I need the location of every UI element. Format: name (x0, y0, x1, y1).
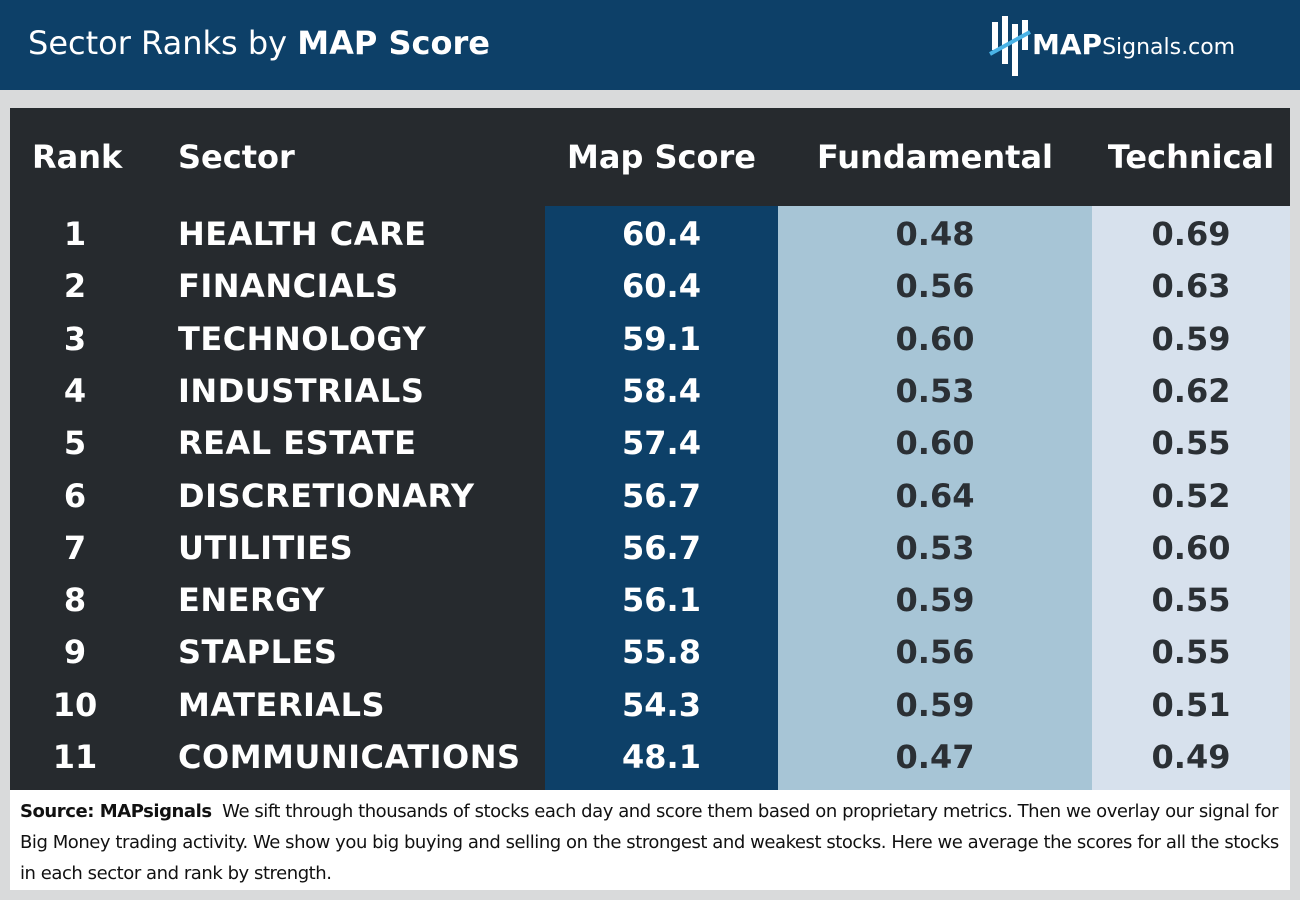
map-score-cell: 60.4 (622, 267, 701, 306)
fundamental-cell: 0.48 (895, 215, 975, 253)
fundamental-cell: 0.53 (895, 371, 975, 410)
technical-cell: 0.55 (1151, 424, 1231, 463)
header-fundamental: Fundamental (816, 138, 1053, 176)
technical-cell: 0.55 (1151, 581, 1231, 620)
technical-cell: 0.69 (1151, 215, 1231, 253)
source-description: We sift through thousands of stocks each… (20, 801, 1279, 884)
table-row: 11 COMMUNICATIONS 48.1 0.47 0.49 (10, 731, 1290, 783)
page-title: Sector Ranks by MAP Score (28, 24, 490, 62)
technical-cell: 0.59 (1151, 319, 1231, 358)
sector-cell: HEALTH CARE (178, 215, 427, 253)
separator-band (0, 90, 1300, 108)
mapsignals-logo-icon (989, 16, 1031, 76)
map-score-cell: 56.1 (622, 581, 701, 620)
rank-cell: 6 (63, 476, 87, 515)
fundamental-cell: 0.60 (895, 319, 975, 358)
map-score-cell: 55.8 (622, 633, 701, 672)
rank-cell: 8 (63, 581, 87, 620)
map-score-cell: 57.4 (622, 424, 701, 463)
fundamental-cell: 0.64 (895, 476, 975, 515)
sector-cell: FINANCIALS (178, 267, 399, 306)
map-score-cell: 60.4 (622, 215, 701, 253)
table-row: 6 DISCRETIONARY 56.7 0.64 0.52 (10, 470, 1290, 522)
sector-cell: REAL ESTATE (178, 424, 417, 463)
technical-cell: 0.51 (1151, 685, 1231, 724)
fundamental-column-bg (778, 206, 1092, 790)
map-score-cell: 48.1 (622, 738, 701, 776)
table-row: 5 REAL ESTATE 57.4 0.60 0.55 (10, 417, 1290, 469)
source-label: Source: MAPsignals (20, 801, 212, 822)
rank-cell: 7 (63, 528, 87, 567)
technical-cell: 0.60 (1151, 528, 1231, 567)
map-score-cell: 58.4 (622, 371, 701, 410)
header-rank: Rank (32, 138, 123, 176)
fundamental-cell: 0.53 (895, 528, 975, 567)
technical-cell: 0.52 (1151, 476, 1231, 515)
sector-cell: MATERIALS (178, 685, 386, 724)
rank-cell: 11 (52, 738, 98, 776)
technical-cell: 0.62 (1151, 371, 1231, 410)
logo-wordmark: MAPSignals.com (1032, 28, 1236, 61)
rank-cell: 2 (63, 267, 87, 306)
sector-cell: UTILITIES (178, 528, 354, 567)
title-bold: MAP Score (297, 24, 490, 62)
fundamental-cell: 0.60 (895, 424, 975, 463)
header-sector: Sector (178, 138, 295, 176)
map-score-cell: 54.3 (622, 685, 701, 724)
rank-cell: 9 (63, 633, 87, 672)
rank-cell: 3 (63, 319, 87, 358)
table-row: 10 MATERIALS 54.3 0.59 0.51 (10, 679, 1290, 731)
rank-cell: 4 (63, 371, 87, 410)
fundamental-cell: 0.56 (895, 633, 975, 672)
table-row: 1 HEALTH CARE 60.4 0.48 0.69 (10, 208, 1290, 260)
header-banner: Sector Ranks by MAP Score MAPSignals.com (0, 0, 1300, 90)
fundamental-cell: 0.59 (895, 581, 975, 620)
technical-cell: 0.49 (1151, 738, 1231, 776)
table-row: 9 STAPLES 55.8 0.56 0.55 (10, 626, 1290, 678)
title-plain: Sector Ranks by (28, 24, 288, 62)
header-technical: Technical (1107, 138, 1275, 176)
map-score-cell: 56.7 (622, 528, 701, 567)
sector-cell: COMMUNICATIONS (178, 738, 521, 776)
rank-cell: 1 (63, 215, 87, 253)
table-row: 2 FINANCIALS 60.4 0.56 0.63 (10, 260, 1290, 312)
source-note: Source: MAPsignals We sift through thous… (10, 790, 1290, 890)
sector-cell: INDUSTRIALS (178, 371, 425, 410)
fundamental-cell: 0.59 (895, 685, 975, 724)
table-row: 4 INDUSTRIALS 58.4 0.53 0.62 (10, 365, 1290, 417)
technical-cell: 0.63 (1151, 267, 1231, 306)
sector-cell: ENERGY (178, 581, 325, 620)
map-score-cell: 56.7 (622, 476, 701, 515)
technical-column-bg (1092, 206, 1290, 790)
rank-cell: 10 (52, 685, 98, 724)
rank-cell: 5 (63, 424, 87, 463)
table-row: 8 ENERGY 56.1 0.59 0.55 (10, 574, 1290, 626)
header-map-score: Map Score (567, 138, 756, 176)
sector-cell: TECHNOLOGY (178, 319, 427, 358)
table-row: 7 UTILITIES 56.7 0.53 0.60 (10, 522, 1290, 574)
sector-cell: STAPLES (178, 633, 338, 672)
table-row: 3 TECHNOLOGY 59.1 0.60 0.59 (10, 313, 1290, 365)
map-score-column-bg (545, 206, 778, 790)
fundamental-cell: 0.47 (895, 738, 975, 776)
sector-cell: DISCRETIONARY (178, 476, 475, 515)
map-score-cell: 59.1 (622, 319, 701, 358)
mapsignals-logo: MAPSignals.com (988, 14, 1288, 78)
technical-cell: 0.55 (1151, 633, 1231, 672)
sector-rank-table: Rank Sector Map Score Fundamental Techni… (10, 108, 1290, 790)
fundamental-cell: 0.56 (895, 267, 975, 306)
